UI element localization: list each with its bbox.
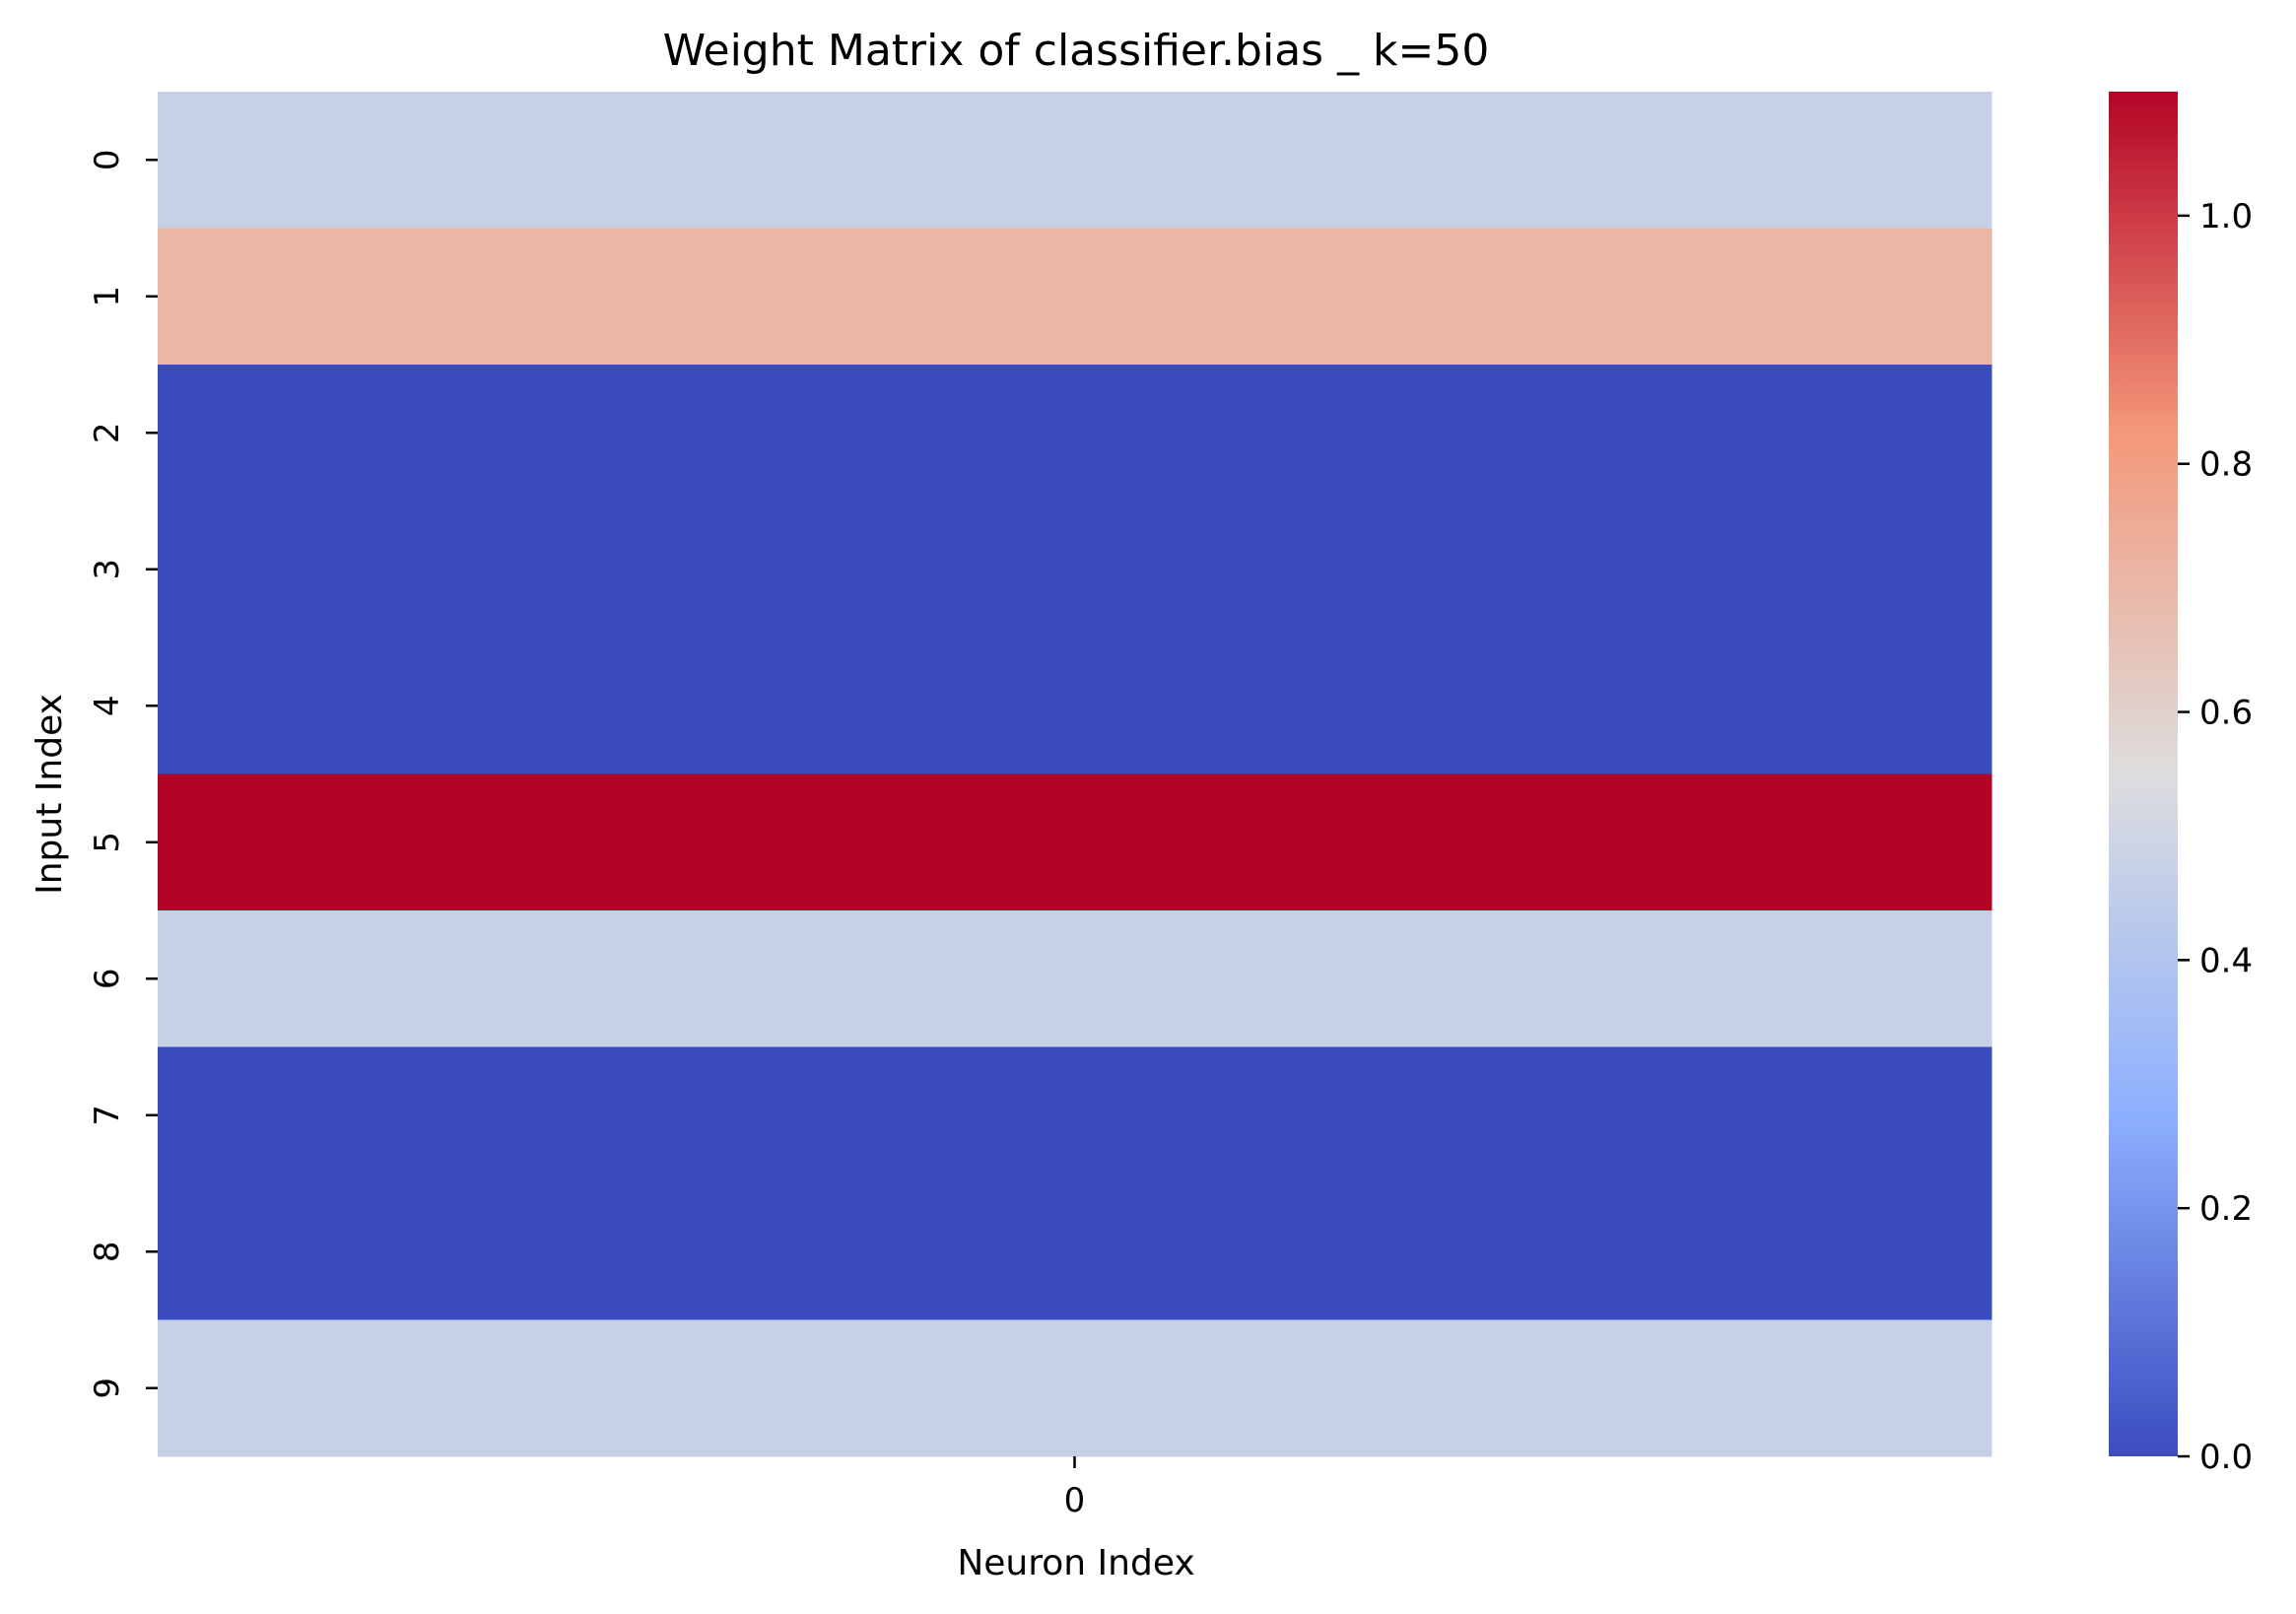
heatmap-cell [158,910,1992,1047]
colorbar-tick-label: 0.0 [2199,1438,2253,1477]
heatmap-cell [158,638,1992,774]
heatmap-cell [158,92,1992,229]
heatmap-cells [158,92,1992,1457]
y-tick-label: 0 [88,149,127,170]
heatmap-cell [158,365,1992,502]
heatmap-cell [158,228,1992,366]
colorbar-tick-label: 0.4 [2199,941,2253,980]
colorbar-tick-label: 0.2 [2199,1189,2253,1229]
y-tick-label: 9 [88,1378,127,1399]
x-axis-ticks: 0 [1064,1456,1086,1520]
heatmap-cell [158,1046,1992,1184]
y-tick-label: 6 [88,968,127,989]
chart-title: Weight Matrix of classifier.bias _ k=50 [663,26,1490,76]
x-axis-label: Neuron Index [957,1543,1194,1583]
y-tick-label: 2 [88,422,127,443]
x-tick-label: 0 [1064,1481,1086,1520]
y-tick-label: 8 [88,1241,127,1262]
y-tick-label: 1 [88,286,127,307]
colorbar-ticks: 0.0 0.2 0.4 0.6 0.8 1.0 [2178,197,2253,1477]
y-tick-label: 3 [88,559,127,580]
y-tick-label: 7 [88,1105,127,1126]
heatmap-cell [158,501,1992,639]
colorbar-tick-label: 0.6 [2199,694,2253,733]
y-tick-label: 4 [88,695,127,716]
colorbar-tick-label: 1.0 [2199,197,2253,236]
heatmap-cell [158,1319,1992,1457]
heatmap-cell [158,1183,1992,1320]
y-tick-label: 5 [88,832,127,853]
heatmap-cell [158,773,1992,911]
colorbar-tick-label: 0.8 [2199,445,2253,485]
y-axis-ticks: 0 1 2 3 4 5 6 7 8 9 [88,149,158,1399]
y-axis-label: Input Index [30,694,70,895]
colorbar [2109,92,2178,1456]
